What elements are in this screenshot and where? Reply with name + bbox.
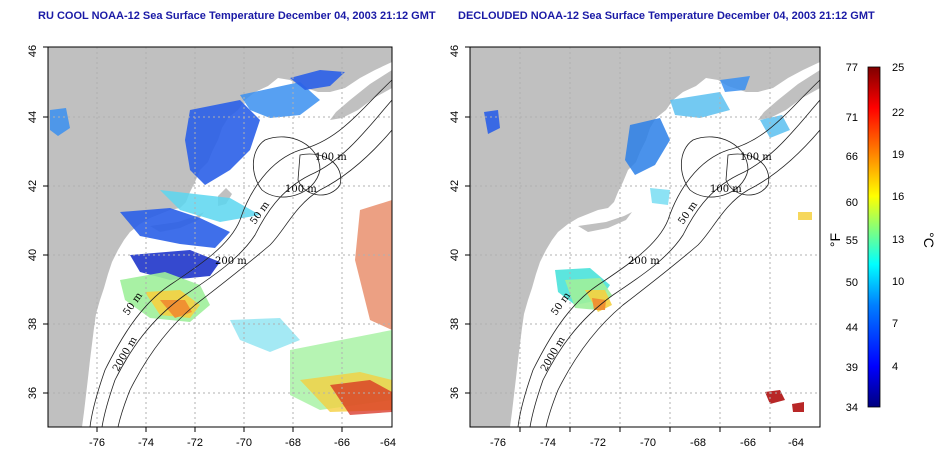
left-bathymetry-contours	[89, 79, 392, 427]
right-y-tick-40: 40	[449, 249, 461, 261]
left-y-tick-38: 38	[27, 318, 39, 330]
colorbar-f-tick-55: 55	[846, 235, 858, 247]
colorbar-c-tick-25: 25	[892, 62, 904, 74]
right-x-tick-68: -68	[690, 437, 706, 449]
right-contour-label-100m-b: 100 m	[710, 184, 742, 195]
right-panel-title: DECLOUDED NOAA-12 Sea Surface Temperatur…	[458, 10, 875, 22]
right-contour-label-200m: 200 m	[628, 256, 660, 267]
colorbar-gradient	[867, 66, 881, 408]
right-x-tick-76: -76	[490, 437, 506, 449]
right-x-tick-70: -70	[640, 437, 656, 449]
colorbar-c-tick-19: 19	[892, 149, 904, 161]
colorbar-f-tick-44: 44	[846, 322, 858, 334]
colorbar-fahrenheit-unit: °F	[827, 233, 843, 247]
right-y-tick-36: 36	[449, 387, 461, 399]
right-land	[470, 47, 820, 427]
colorbar-f-tick-60: 60	[846, 197, 858, 209]
colorbar-f-tick-71: 71	[846, 112, 858, 124]
colorbar: 77 71 66 60 55 50 44 39 34 25 22 19 16 1…	[827, 62, 937, 414]
colorbar-c-tick-13: 13	[892, 234, 904, 246]
left-x-tick-70: -70	[236, 437, 252, 449]
colorbar-f-tick-34: 34	[846, 402, 858, 414]
right-bathymetry-contours	[517, 79, 820, 427]
left-x-tick-66: -66	[334, 437, 350, 449]
colorbar-f-tick-39: 39	[846, 362, 858, 374]
right-x-tick-72: -72	[590, 437, 606, 449]
left-panel-title: RU COOL NOAA-12 Sea Surface Temperature …	[38, 10, 436, 22]
left-y-tick-36: 36	[27, 387, 39, 399]
left-sst-field	[50, 70, 392, 415]
left-x-tick-68: -68	[285, 437, 301, 449]
left-y-tick-44: 44	[27, 111, 39, 123]
colorbar-c-tick-16: 16	[892, 191, 904, 203]
left-x-tick-72: -72	[187, 437, 203, 449]
colorbar-f-tick-50: 50	[846, 277, 858, 289]
right-contour-label-100m-a: 100 m	[740, 152, 772, 163]
left-y-tick-46: 46	[27, 45, 39, 57]
right-sst-field	[484, 76, 812, 412]
colorbar-c-tick-10: 10	[892, 276, 904, 288]
right-y-tick-42: 42	[449, 180, 461, 192]
colorbar-c-tick-7: 7	[892, 318, 898, 330]
right-y-tick-38: 38	[449, 318, 461, 330]
left-contour-label-200m: 200 m	[215, 256, 247, 267]
left-map: 100 m 100 m 50 m 200 m 50 m 2000 m -76 -…	[27, 45, 396, 449]
left-contour-label-100m-a: 100 m	[315, 152, 347, 163]
colorbar-f-tick-77: 77	[846, 62, 858, 74]
right-y-tick-44: 44	[449, 111, 461, 123]
right-y-tick-46: 46	[449, 45, 461, 57]
left-x-tick-76: -76	[89, 437, 105, 449]
left-y-tick-40: 40	[27, 249, 39, 261]
right-x-tick-64: -64	[788, 437, 804, 449]
right-x-tick-66: -66	[740, 437, 756, 449]
left-y-tick-42: 42	[27, 180, 39, 192]
right-map: 100 m 100 m 50 m 200 m 50 m 2000 m -76 -…	[449, 45, 821, 449]
colorbar-f-tick-66: 66	[846, 151, 858, 163]
left-land	[48, 47, 392, 427]
colorbar-c-tick-4: 4	[892, 361, 898, 373]
colorbar-celsius-unit: °C	[921, 232, 937, 248]
right-x-tick-74: -74	[540, 437, 556, 449]
colorbar-c-tick-22: 22	[892, 107, 904, 119]
left-x-tick-74: -74	[138, 437, 154, 449]
left-contour-label-100m-b: 100 m	[285, 184, 317, 195]
left-x-tick-64: -64	[380, 437, 396, 449]
